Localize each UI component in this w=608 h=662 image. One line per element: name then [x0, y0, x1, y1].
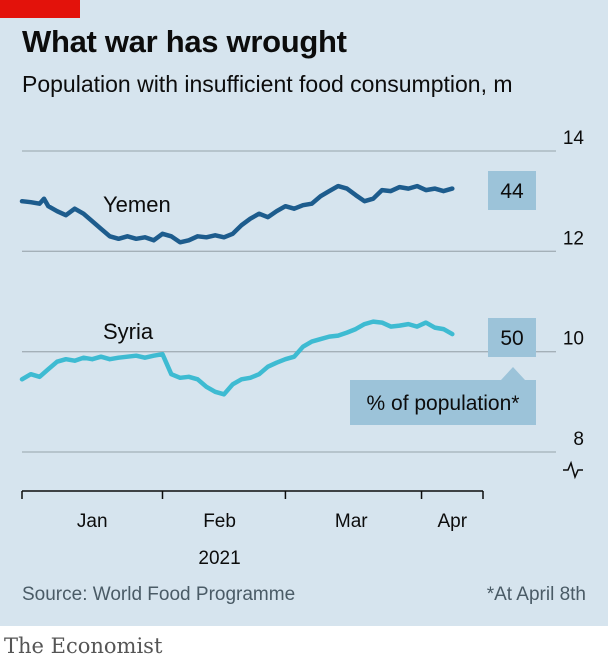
- x-tick-label-mar: Mar: [335, 511, 368, 532]
- y-tick-label-8: 8: [573, 429, 584, 450]
- brand-red-tag: [0, 0, 80, 18]
- axis-break-icon: [563, 460, 583, 480]
- chart-subtitle: Population with insufficient food consum…: [22, 71, 513, 97]
- y-tick-label-10: 10: [563, 329, 584, 350]
- series-label-yemen: Yemen: [103, 192, 171, 217]
- annotation-text: % of population*: [367, 392, 520, 415]
- x-tick-label-apr: Apr: [437, 511, 467, 532]
- series-line-syria: [19, 319, 455, 397]
- chart-panel: [0, 0, 608, 626]
- gridlines: [22, 150, 583, 480]
- end-value-box-syria: [488, 318, 536, 357]
- footnote: *At April 8th: [486, 584, 586, 605]
- brand-logo-text: The Economist: [4, 634, 163, 658]
- y-tick-label-12: 12: [563, 228, 584, 249]
- series-labels: Yemen Syria: [103, 192, 171, 344]
- x-axis-year-label: 2021: [198, 548, 240, 569]
- y-tick-label-14: 14: [563, 128, 585, 149]
- chart-title: What war has wrought: [22, 24, 347, 59]
- annotation: % of population*: [350, 367, 536, 425]
- source-note: Source: World Food Programme: [22, 584, 296, 605]
- y-axis-tick-labels: 8 10 12 14: [563, 128, 585, 450]
- series-line-yemen: [19, 183, 455, 245]
- end-value-boxes: 44 50: [488, 171, 536, 357]
- end-value-box-yemen: [488, 171, 536, 210]
- end-value-label-yemen: 44: [500, 180, 524, 203]
- x-tick-label-jan: Jan: [77, 511, 108, 532]
- series-lines: [19, 183, 455, 397]
- x-tick-label-feb: Feb: [203, 511, 236, 532]
- annotation-callout: [350, 367, 536, 425]
- series-label-syria: Syria: [103, 319, 154, 344]
- x-axis-tick-labels: Jan Feb Mar Apr 2021: [77, 511, 468, 569]
- x-axis: [21, 490, 484, 499]
- end-value-label-syria: 50: [500, 327, 523, 350]
- line-chart: 8 10 12 14 Jan Feb Mar Apr 2021 Yemen Syria 44 50…: [19, 128, 585, 569]
